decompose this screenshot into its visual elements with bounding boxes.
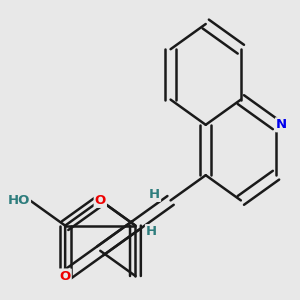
Text: N: N — [276, 118, 287, 131]
Text: O: O — [95, 194, 106, 207]
Text: HO: HO — [8, 194, 30, 207]
Text: H: H — [149, 188, 160, 201]
Text: O: O — [59, 269, 71, 283]
Text: H: H — [146, 225, 157, 238]
